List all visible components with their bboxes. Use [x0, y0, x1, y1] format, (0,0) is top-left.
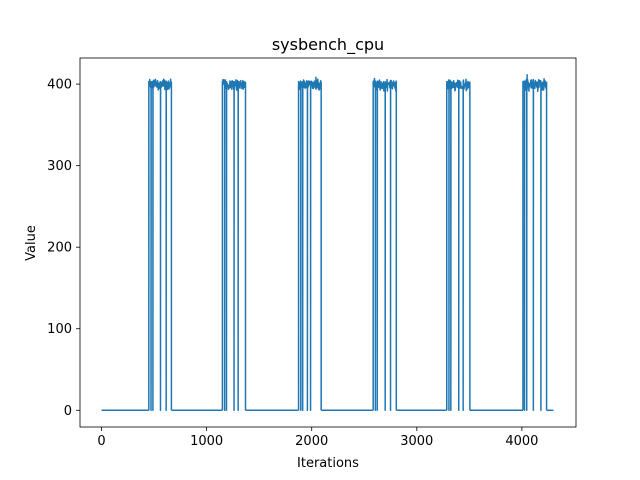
x-tick-label: 0 [97, 434, 105, 449]
chart-title: sysbench_cpu [272, 35, 384, 55]
y-axis-label: Value [24, 225, 39, 261]
plateau-segment [522, 74, 548, 412]
series-line [101, 74, 554, 412]
y-tick-label: 200 [47, 241, 72, 256]
axes: 0 1000 2000 3000 4000 0 100 200 300 400 [47, 57, 577, 449]
x-tick-label: 3000 [400, 434, 433, 449]
x-axis-label: Iterations [297, 456, 359, 471]
plateau-segment [446, 78, 471, 412]
plateau-segment [148, 78, 173, 412]
plateau-segment [221, 78, 247, 412]
x-tick-label: 4000 [505, 434, 538, 449]
y-tick-label: 0 [64, 404, 72, 419]
y-tick-label: 100 [47, 322, 72, 337]
y-tick-label: 300 [47, 159, 72, 174]
plot-area [101, 74, 554, 412]
plateau-segment [372, 77, 398, 412]
x-tick-label: 1000 [190, 434, 223, 449]
y-tick-label: 400 [47, 78, 72, 93]
plateau-segment [297, 76, 322, 412]
x-tick-label: 2000 [295, 434, 328, 449]
axes-frame [79, 57, 577, 428]
